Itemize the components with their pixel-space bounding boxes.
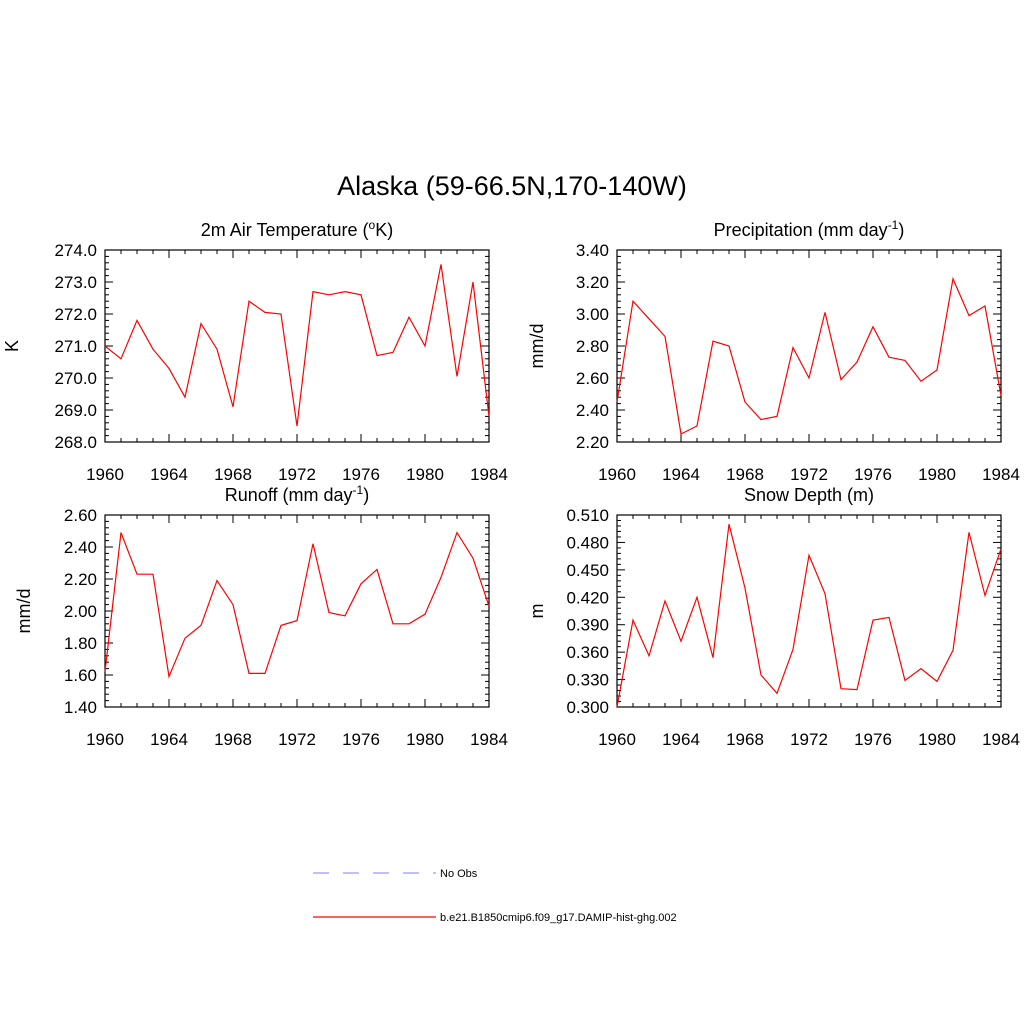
panel-title: Snow Depth (m): [744, 485, 874, 505]
series-line: [616, 523, 1002, 708]
y-tick-label: 270.0: [54, 369, 97, 388]
y-tick-label: 2.60: [576, 369, 609, 388]
panel-title-suffix: ): [898, 220, 904, 240]
y-tick-label: 2.20: [64, 570, 97, 589]
legend: No Obs b.e21.B1850cmip6.f09_g17.DAMIP-his…: [313, 868, 677, 924]
legend-label: b.e21.B1850cmip6.f09_g17.DAMIP-hist-ghg.…: [440, 912, 677, 924]
series-line: [104, 531, 490, 679]
y-tick-label: 0.300: [566, 698, 609, 717]
y-tick-label: 0.510: [566, 506, 609, 525]
panel-title-text: Precipitation (mm day: [714, 220, 888, 240]
x-tick-label: 1960: [86, 730, 124, 749]
y-axis-label: mm/d: [527, 324, 547, 369]
x-tick-label: 1980: [918, 465, 956, 484]
x-tick-label: 1980: [918, 730, 956, 749]
x-tick-label: 1968: [214, 465, 252, 484]
panel-4: Snow Depth (m) 1960 1964 1968 1972 1976 1980 19…: [527, 485, 1020, 749]
x-tick-label: 1980: [406, 465, 444, 484]
plot-frame: [104, 249, 490, 443]
x-tick-label: 1972: [278, 730, 316, 749]
y-tick-label: 2.00: [64, 602, 97, 621]
y-tick-label: 0.480: [566, 533, 609, 552]
main-title: Alaska (59-66.5N,170-140W): [337, 171, 687, 201]
y-tick-label: 3.00: [576, 305, 609, 324]
x-tick-label: 1968: [726, 465, 764, 484]
panel-title: Runoff (mm day-1): [225, 483, 369, 505]
x-tick-label: 1980: [406, 730, 444, 749]
y-tick-label: 273.0: [54, 273, 97, 292]
x-tick-label: 1968: [726, 730, 764, 749]
y-tick-label: 2.40: [576, 401, 609, 420]
y-tick-label: 3.20: [576, 273, 609, 292]
y-tick-label: 1.60: [64, 666, 97, 685]
panel-title-text: 2m Air Temperature (: [201, 220, 369, 240]
y-tick-label: 268.0: [54, 433, 97, 452]
x-tick-label: 1976: [854, 730, 892, 749]
x-tick-label: 1964: [150, 465, 188, 484]
panel-3: Runoff (mm day-1) 1960 1964 1968 1972 1976 198…: [14, 483, 508, 749]
y-tick-label: 1.40: [64, 698, 97, 717]
y-axis-label: mm/d: [14, 589, 34, 634]
x-tick-label: 1960: [598, 465, 636, 484]
x-tick-label: 1984: [982, 465, 1020, 484]
plot-frame: [104, 514, 490, 708]
x-tick-label: 1984: [470, 730, 508, 749]
y-tick-label: 271.0: [54, 337, 97, 356]
x-tick-label: 1972: [790, 730, 828, 749]
y-tick-label: 269.0: [54, 401, 97, 420]
y-tick-label: 2.20: [576, 433, 609, 452]
series-line: [616, 276, 1002, 435]
y-tick-label: 2.80: [576, 337, 609, 356]
series-line: [104, 264, 490, 427]
x-tick-label: 1976: [342, 730, 380, 749]
panel-title-suffix: K): [375, 220, 393, 240]
y-tick-label: 0.420: [566, 588, 609, 607]
panel-title-text: Runoff (mm day: [225, 485, 353, 505]
x-tick-label: 1984: [470, 465, 508, 484]
panel-title-text: Snow Depth (m): [744, 485, 874, 505]
y-axis-label: K: [2, 340, 22, 352]
panel-title-superscript: -1: [888, 218, 899, 232]
x-tick-label: 1964: [662, 730, 700, 749]
panel-title-superscript: o: [369, 218, 376, 232]
plot-frame: [616, 514, 1002, 708]
panel-title: 2m Air Temperature (oK): [201, 218, 393, 240]
y-tick-label: 0.390: [566, 616, 609, 635]
y-tick-label: 3.40: [576, 241, 609, 260]
y-tick-label: 0.330: [566, 671, 609, 690]
y-tick-label: 2.60: [64, 506, 97, 525]
x-tick-label: 1964: [150, 730, 188, 749]
panel-title: Precipitation (mm day-1): [714, 218, 905, 240]
y-tick-label: 272.0: [54, 305, 97, 324]
y-tick-label: 0.450: [566, 561, 609, 580]
x-tick-label: 1972: [790, 465, 828, 484]
legend-label: No Obs: [440, 868, 478, 880]
x-tick-label: 1968: [214, 730, 252, 749]
panel-2: Precipitation (mm day-1) 1960 1964 1968 1972…: [527, 218, 1020, 484]
x-tick-label: 1964: [662, 465, 700, 484]
plot-frame: [616, 249, 1002, 443]
panel-title-suffix: ): [363, 485, 369, 505]
x-tick-label: 1960: [598, 730, 636, 749]
x-tick-label: 1984: [982, 730, 1020, 749]
y-tick-label: 0.360: [566, 643, 609, 662]
x-tick-label: 1972: [278, 465, 316, 484]
y-axis-label: m: [527, 604, 547, 619]
y-tick-label: 2.40: [64, 538, 97, 557]
y-tick-label: 274.0: [54, 241, 97, 260]
x-tick-label: 1960: [86, 465, 124, 484]
y-tick-label: 1.80: [64, 634, 97, 653]
panel-title-superscript: -1: [353, 483, 364, 497]
x-tick-label: 1976: [342, 465, 380, 484]
panel-1: 2m Air Temperature (oK) 1960 1964 1968 1972 1…: [2, 218, 508, 484]
x-tick-label: 1976: [854, 465, 892, 484]
